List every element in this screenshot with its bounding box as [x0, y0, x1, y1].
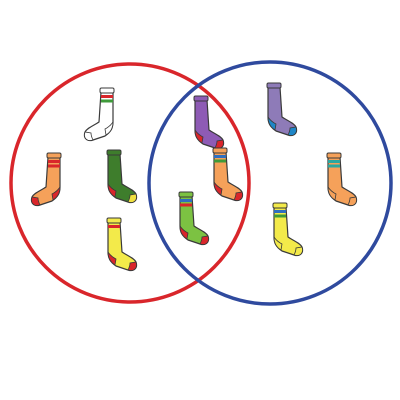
sock-toe: [293, 246, 303, 256]
sock-stripe: [101, 99, 113, 103]
light-green-sock: [178, 191, 210, 246]
sock-cuff: [272, 202, 288, 209]
sock-toe: [84, 131, 94, 141]
orange-teal-sock: [326, 152, 358, 207]
sock-stripe: [101, 95, 113, 98]
sock-cuff: [326, 152, 342, 159]
sock-stripe: [180, 199, 192, 202]
sock-heel: [107, 250, 117, 266]
sock-stripe: [274, 214, 286, 218]
sock-heel: [104, 120, 114, 136]
sock-heel: [179, 224, 189, 240]
sock-stripe: [180, 203, 192, 207]
yellow-sock: [106, 217, 138, 272]
sock-stripe: [274, 210, 286, 213]
orange-sock: [30, 152, 62, 207]
sock-stripe: [328, 160, 340, 163]
sock-stripe: [214, 159, 226, 163]
right-circle: [147, 60, 393, 306]
sock-toe: [199, 235, 209, 245]
sock-stripe: [48, 160, 60, 163]
green-sock: [106, 149, 138, 204]
sock-stripe: [214, 155, 226, 158]
sock-heel: [327, 185, 337, 201]
white-sock: [83, 87, 115, 142]
purple-sock-left: [193, 95, 225, 150]
sock-cuff: [266, 82, 282, 89]
sock-toe: [347, 196, 357, 206]
sock-toe: [31, 196, 41, 206]
sock-heel: [107, 182, 117, 198]
sock-toe: [287, 126, 297, 136]
sock-cuff: [99, 87, 115, 94]
sock-toe: [127, 261, 137, 271]
socks-layer: [30, 82, 358, 272]
sock-heel: [213, 180, 223, 196]
sock-stripe: [108, 225, 120, 228]
sock-cuff: [212, 147, 228, 154]
sock-stripe: [48, 164, 60, 168]
sock-heel: [194, 128, 204, 144]
sock-heel: [273, 235, 283, 251]
sock-toe: [233, 191, 243, 201]
orange-striped-sock: [212, 147, 244, 202]
sock-cuff: [46, 152, 62, 159]
sock-cuff: [178, 191, 194, 198]
sock-stripe: [328, 164, 340, 168]
sock-cuff: [106, 217, 122, 224]
sock-heel: [51, 185, 61, 201]
yellow-blue-sock: [272, 202, 304, 257]
sock-cuff: [106, 149, 122, 156]
lavender-sock: [266, 82, 298, 137]
sock-toe: [127, 193, 137, 203]
left-circle: [9, 62, 251, 304]
sock-heel: [267, 115, 277, 131]
sock-cuff: [193, 95, 209, 102]
